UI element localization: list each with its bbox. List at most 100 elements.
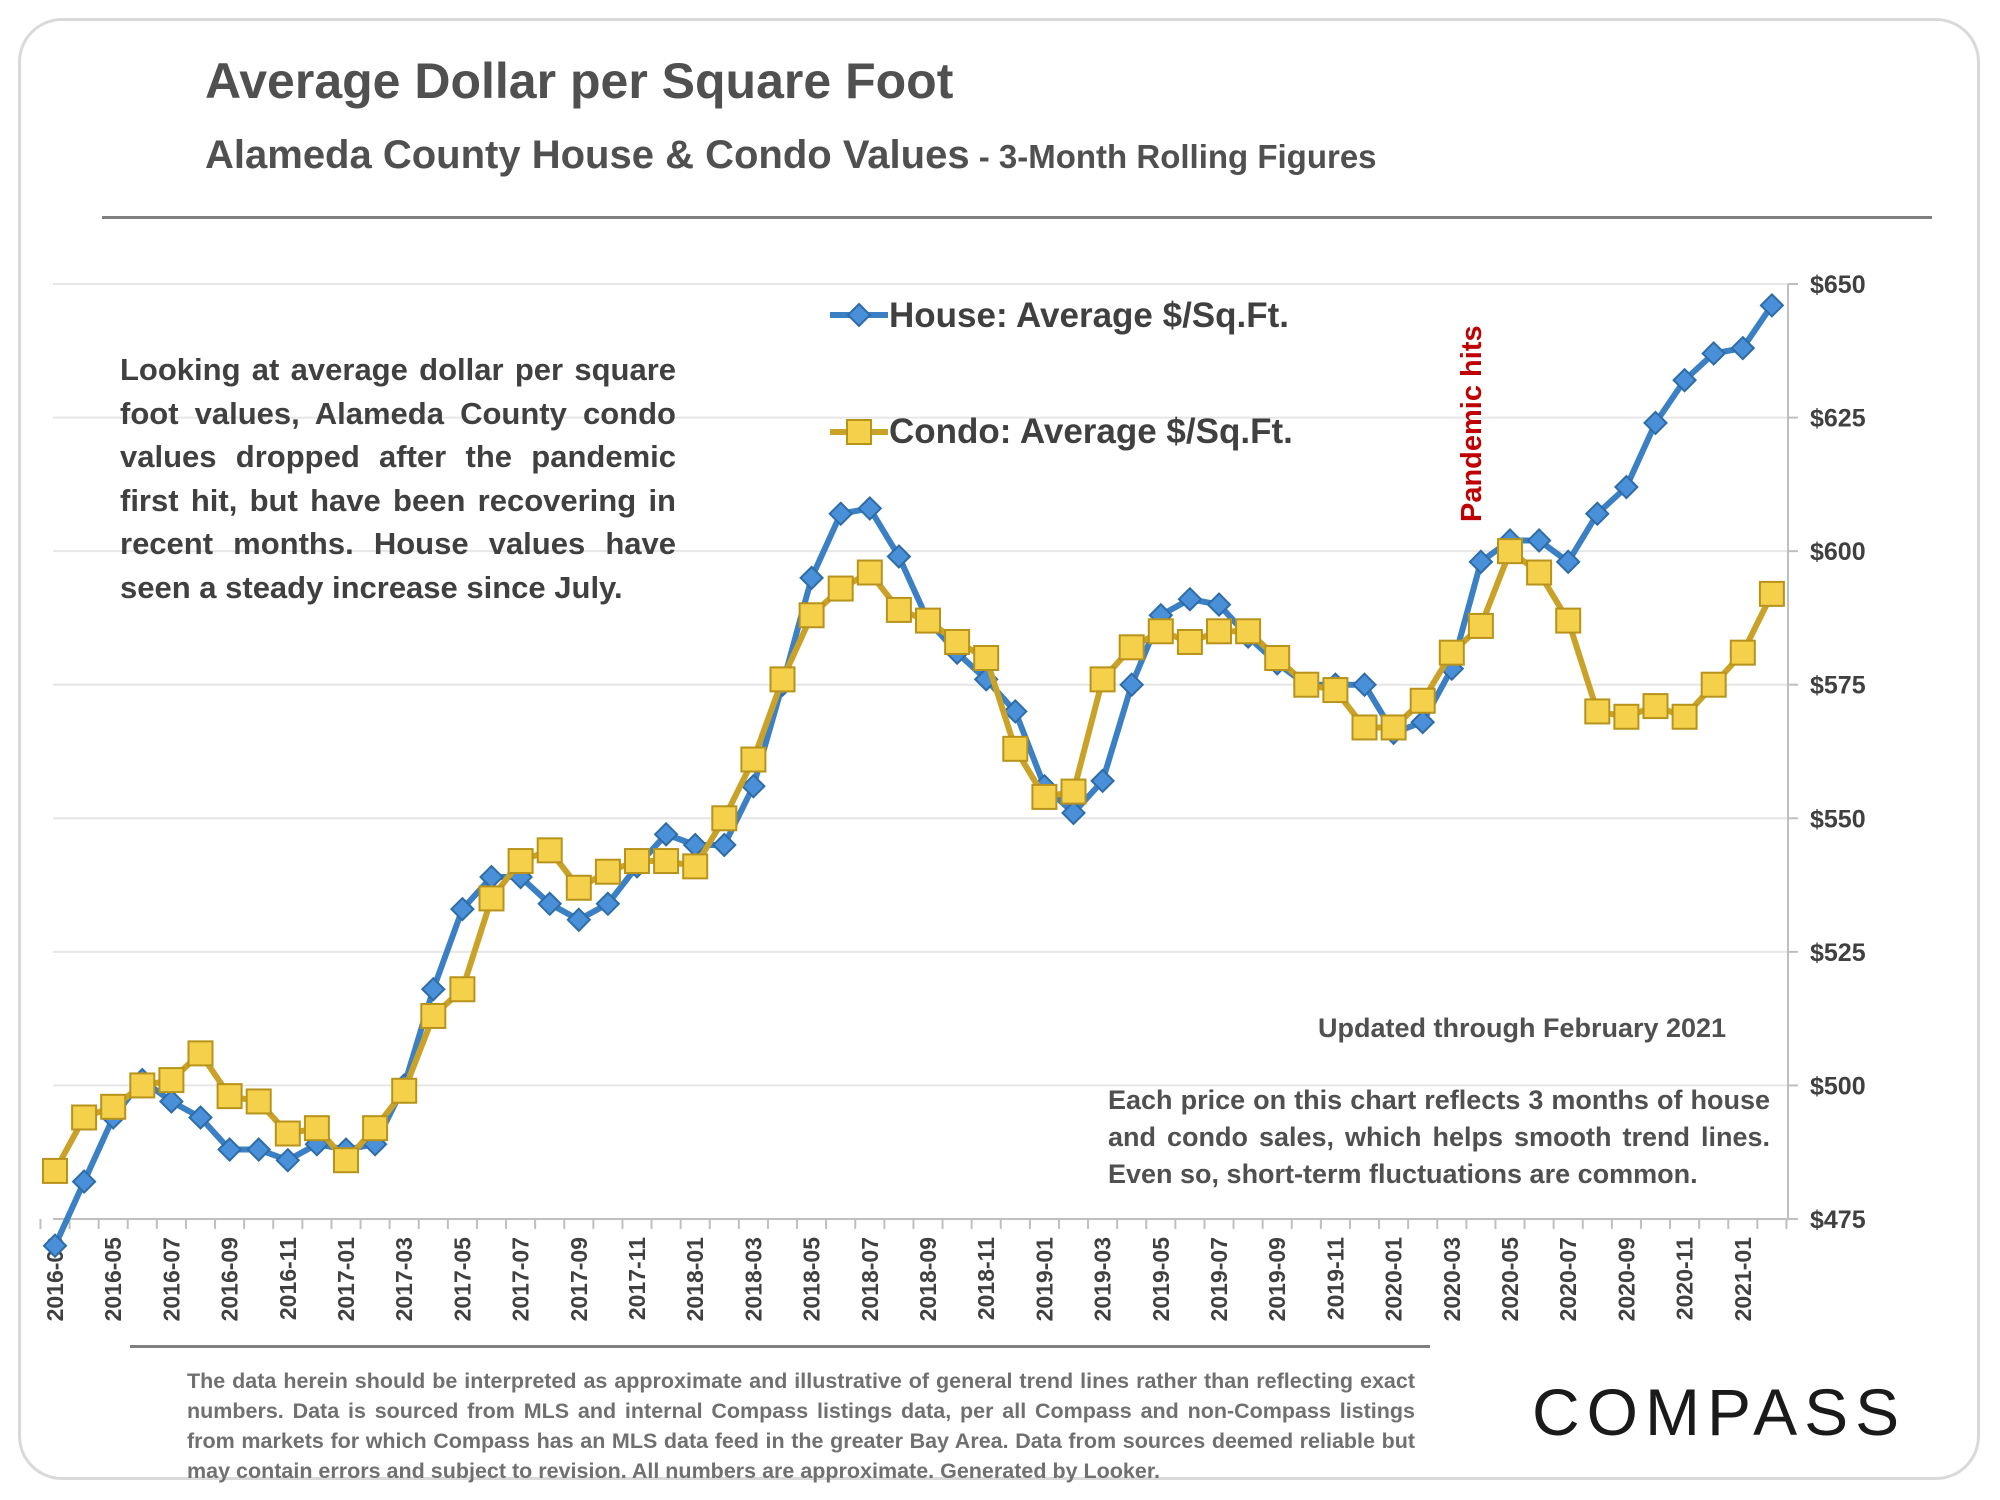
updated-text: Updated through February 2021	[1318, 1013, 1727, 1043]
condo-data-point	[1642, 693, 1669, 720]
condo-data-point	[856, 559, 883, 586]
annotation-text: Looking at average dollar per square foo…	[120, 352, 676, 605]
x-tick-label: 2017-01	[333, 1237, 359, 1322]
house-data-point	[1468, 549, 1494, 575]
x-tick-label: 2016-05	[100, 1237, 126, 1322]
house-data-point	[828, 501, 854, 527]
condo-data-point	[1293, 671, 1320, 698]
condo-data-point	[944, 628, 971, 655]
house-data-point	[857, 495, 883, 521]
y-tick-label: $600	[1810, 538, 1866, 566]
condo-data-point	[740, 746, 767, 773]
x-tick-label: 2018-11	[973, 1237, 999, 1320]
condo-data-point	[478, 885, 505, 912]
house-data-point	[1555, 549, 1581, 575]
x-tick-label: 2016-07	[158, 1237, 184, 1321]
condo-data-point	[682, 853, 709, 880]
condo-data-point	[1700, 671, 1727, 698]
condo-data-point	[1467, 612, 1494, 639]
condo-data-point	[1729, 639, 1756, 666]
x-tick-label: 2017-05	[449, 1237, 475, 1322]
condo-data-point	[711, 805, 738, 832]
house-data-point	[1090, 768, 1116, 794]
house-data-point	[1759, 292, 1785, 318]
legend-condo-label: Condo: Average $/Sq.Ft.	[889, 412, 1293, 451]
y-tick-label: $650	[1810, 271, 1866, 299]
condo-data-point	[1264, 645, 1291, 671]
condo-data-point	[245, 1088, 272, 1115]
condo-data-point	[1060, 778, 1087, 805]
x-tick-label: 2018-01	[682, 1237, 708, 1322]
house-data-point	[1206, 592, 1232, 617]
condo-data-point	[1176, 628, 1203, 655]
condo-data-point	[1002, 735, 1029, 762]
house-data-point	[158, 1089, 184, 1114]
condo-data-point	[885, 596, 912, 623]
condo-data-point	[1438, 639, 1465, 666]
condo-data-point	[1758, 580, 1785, 607]
condo-data-point	[653, 848, 680, 875]
y-tick-label: $575	[1810, 672, 1866, 700]
x-tick-label: 2017-07	[508, 1237, 534, 1321]
condo-data-point	[1555, 607, 1582, 634]
condo-data-point	[507, 848, 534, 875]
x-tick-label: 2020-01	[1381, 1237, 1407, 1322]
condo-data-point	[1671, 703, 1698, 730]
house-data-point	[1584, 501, 1610, 527]
condo-data-point	[420, 1002, 447, 1029]
condo-data-point	[1351, 714, 1378, 741]
legend-house-label: House: Average $/Sq.Ft.	[889, 296, 1290, 335]
condo-data-point	[1497, 538, 1523, 565]
house-data-point	[275, 1147, 301, 1173]
compass-logo: COMPASS	[1532, 1375, 1907, 1449]
condo-data-point	[333, 1147, 359, 1174]
condo-data-point	[827, 575, 854, 602]
x-tick-label: 2018-09	[915, 1237, 941, 1321]
house-data-point	[1061, 800, 1086, 826]
condo-data-point	[1206, 618, 1232, 645]
condo-data-point	[594, 858, 621, 885]
house-data-point	[420, 976, 446, 1002]
smoothing-note: Each price on this chart reflects 3 mont…	[1108, 1085, 1770, 1189]
condo-data-point	[129, 1072, 156, 1099]
condo-data-point	[362, 1115, 389, 1142]
series-line-condo	[52, 548, 1775, 1173]
condo-data-point	[798, 602, 825, 629]
title-divider	[102, 216, 1932, 219]
condo-data-point	[1584, 698, 1611, 725]
series-condo	[42, 538, 1785, 1184]
x-tick-label: 2019-11	[1322, 1237, 1348, 1320]
condo-data-point	[71, 1104, 98, 1131]
house-data-point	[653, 821, 679, 847]
condo-data-point	[565, 874, 592, 901]
house-data-point	[1701, 341, 1727, 366]
condo-data-point	[158, 1067, 185, 1094]
condo-data-point	[1031, 783, 1058, 810]
house-data-point	[886, 544, 912, 569]
x-tick-label: 2016-09	[217, 1237, 243, 1321]
pandemic-label: Pandemic hits	[1456, 325, 1488, 522]
subtitle-main: Alameda County House & Condo Values	[205, 133, 970, 177]
x-tick-label: 2020-05	[1497, 1237, 1523, 1322]
subtitle-secondary: - 3-Month Rolling Figures	[969, 138, 1377, 175]
house-data-point	[246, 1137, 272, 1162]
x-tick-label: 2020-09	[1613, 1237, 1639, 1321]
condo-data-point	[1380, 714, 1407, 741]
footer-divider	[130, 1345, 1430, 1348]
x-tick-label: 2016-11	[275, 1237, 301, 1320]
x-tick-label: 2019-07	[1206, 1237, 1232, 1321]
condo-data-point	[1613, 703, 1640, 730]
page-title: Average Dollar per Square Foot	[205, 53, 954, 109]
x-tick-label: 2020-03	[1439, 1237, 1465, 1321]
house-data-point	[1672, 367, 1698, 393]
house-data-point	[188, 1105, 213, 1130]
x-tick-label: 2019-09	[1264, 1237, 1290, 1321]
condo-data-point	[274, 1120, 301, 1147]
house-data-point	[71, 1169, 97, 1195]
y-tick-label: $550	[1810, 805, 1866, 833]
condo-data-point	[100, 1093, 127, 1120]
house-data-point	[1119, 672, 1145, 698]
legend-condo-marker	[846, 419, 872, 445]
chart-subtitle: Alameda County House & Condo Values - 3-…	[205, 133, 1377, 178]
house-data-point	[740, 773, 766, 799]
